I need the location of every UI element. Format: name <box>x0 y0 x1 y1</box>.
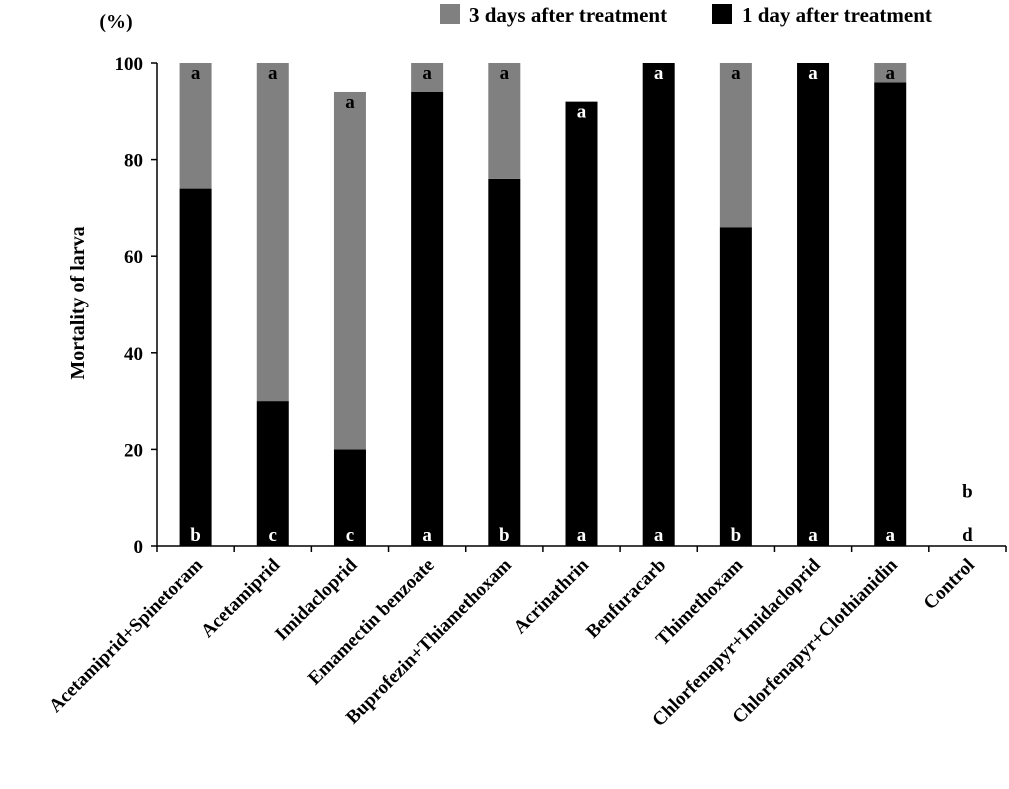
bar-1day-2 <box>333 449 366 546</box>
bar-1day-4 <box>488 178 521 547</box>
bar-3days-7 <box>719 63 752 228</box>
legend-swatch-1 <box>712 4 732 24</box>
legend-label-0: 3 days after treatment <box>469 3 667 27</box>
bar-3days-2 <box>333 91 366 450</box>
letter-3days-8: a <box>808 63 818 84</box>
letter-1day-7: b <box>731 525 742 546</box>
bar-1day-3 <box>411 91 444 546</box>
category-label-4: Buprofezin+Thiamethoxam <box>342 555 516 729</box>
bar-1day-0 <box>179 188 212 546</box>
category-label-5: Acrinathrin <box>510 554 594 638</box>
bar-1day-6 <box>642 63 675 546</box>
letter-3days-3: a <box>422 63 432 84</box>
letter-3days-0: a <box>191 63 201 84</box>
bar-3days-4 <box>488 63 521 179</box>
letter-3days-1: a <box>268 63 278 84</box>
bars-layer <box>179 63 907 547</box>
letter-1day-3: a <box>422 525 432 546</box>
y-unit-label: (%) <box>99 11 132 33</box>
bar-1day-8 <box>797 63 830 546</box>
letter-1day-5: a <box>577 525 587 546</box>
letter-1day-0: b <box>190 525 201 546</box>
letter-1day-8: a <box>808 525 818 546</box>
letter-1day-4: b <box>499 525 510 546</box>
letter-1day-2: c <box>346 525 354 546</box>
y-tick-label-20: 20 <box>124 440 143 461</box>
letter-1day-9: a <box>885 525 895 546</box>
bar-1day-9 <box>874 82 907 546</box>
letter-1day-1: c <box>269 525 277 546</box>
y-tick-label-0: 0 <box>134 537 144 558</box>
bar-3days-3 <box>411 63 444 92</box>
y-tick-label-60: 60 <box>124 247 143 268</box>
legend-swatch-0 <box>440 4 460 24</box>
bar-1day-7 <box>719 227 752 546</box>
letter-3days-10: b <box>962 482 973 503</box>
letter-1day-10: d <box>962 525 973 546</box>
legend-label-1: 1 day after treatment <box>742 3 932 27</box>
category-label-0: Acetamiprid+Spinetoram <box>45 555 207 717</box>
letter-3days-9: a <box>885 63 895 84</box>
letter-3days-6: a <box>654 63 664 84</box>
y-axis-label: Mortality of larva <box>67 226 89 379</box>
category-label-9: Chlorfenapyr+Clothianidin <box>728 554 902 728</box>
letter-3days-2: a <box>345 92 355 113</box>
bar-3days-1 <box>256 63 289 402</box>
bar-3days-9 <box>874 63 907 83</box>
axes-layer: 0 20 40 60 80 100 Mortality of larva (%) <box>67 11 1007 558</box>
letter-3days-4: a <box>500 63 510 84</box>
category-label-3: Emamectin benzoate <box>304 555 439 690</box>
letter-3days-5: a <box>577 102 587 123</box>
bar-1day-1 <box>256 401 289 546</box>
bar-1day-5 <box>565 101 598 546</box>
letter-3days-7: a <box>731 63 741 84</box>
letter-1day-6: a <box>654 525 664 546</box>
legend: 3 days after treatment 1 day after treatm… <box>440 3 932 27</box>
y-tick-label-100: 100 <box>115 54 144 75</box>
bar-3days-0 <box>179 63 212 189</box>
category-label-10: Control <box>920 555 979 614</box>
y-tick-label-80: 80 <box>124 151 143 172</box>
y-tick-label-40: 40 <box>124 344 143 365</box>
